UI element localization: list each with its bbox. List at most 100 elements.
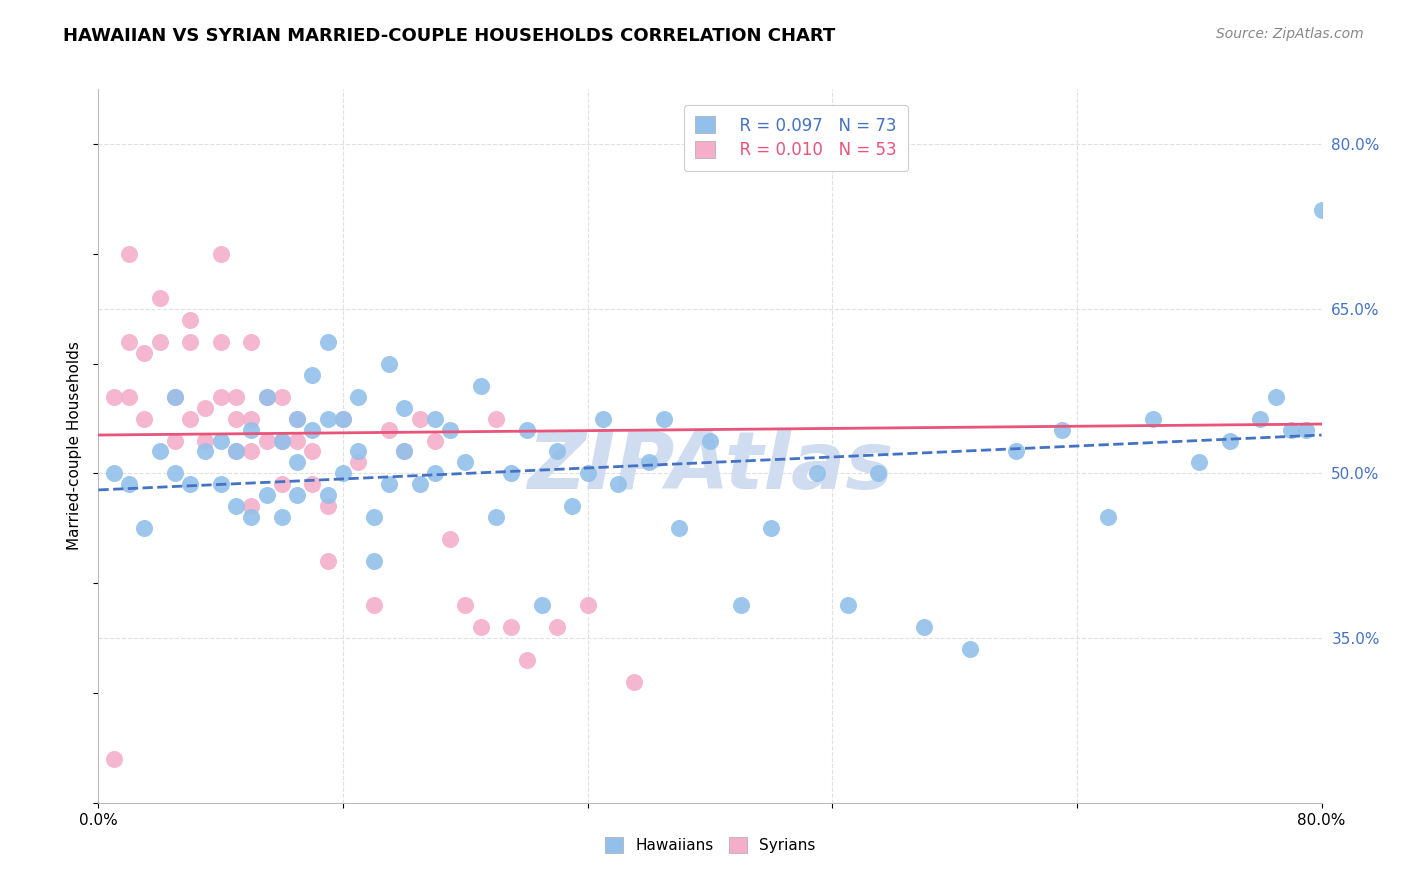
Point [1295,423,1317,437]
Point [209,334,232,349]
Point [163,390,186,404]
Point [285,434,308,448]
Point [256,488,278,502]
Point [912,620,935,634]
Point [652,411,675,425]
Point [485,510,508,524]
Point [363,598,385,612]
Point [179,411,201,425]
Point [209,390,232,404]
Point [1310,202,1333,217]
Point [163,390,186,404]
Point [194,434,217,448]
Point [392,444,416,458]
Point [179,312,201,326]
Point [516,653,538,667]
Point [134,521,156,535]
Point [378,423,401,437]
Point [470,378,492,392]
Point [408,477,430,491]
Point [759,521,782,535]
Point [225,444,247,458]
Point [607,477,630,491]
Point [1279,423,1302,437]
Point [501,620,523,634]
Text: ZIPAtlas: ZIPAtlas [527,428,893,507]
Legend: Hawaiians, Syrians: Hawaiians, Syrians [599,831,821,859]
Point [1142,411,1164,425]
Point [103,752,125,766]
Point [256,390,278,404]
Point [363,554,385,568]
Point [454,455,477,469]
Point [378,477,401,491]
Point [530,598,553,612]
Point [837,598,859,612]
Point [347,390,370,404]
Point [576,467,599,481]
Point [103,390,125,404]
Point [623,675,645,690]
Point [1188,455,1211,469]
Point [256,434,278,448]
Point [1004,444,1026,458]
Point [118,477,141,491]
Point [576,598,599,612]
Point [301,444,323,458]
Point [240,510,263,524]
Point [225,444,247,458]
Point [868,467,890,481]
Point [240,500,263,514]
Point [240,444,263,458]
Point [485,411,508,425]
Point [392,401,416,415]
Point [194,401,217,415]
Point [179,477,201,491]
Point [637,455,661,469]
Point [316,411,339,425]
Point [149,291,172,305]
Point [285,411,308,425]
Point [301,368,323,382]
Point [454,598,477,612]
Point [163,467,186,481]
Point [546,444,568,458]
Point [270,510,292,524]
Point [103,467,125,481]
Point [225,411,247,425]
Point [806,467,828,481]
Point [363,510,385,524]
Point [270,434,292,448]
Point [256,390,278,404]
Point [270,434,292,448]
Point [149,334,172,349]
Point [285,488,308,502]
Point [501,467,523,481]
Point [470,620,492,634]
Point [1097,510,1119,524]
Point [392,444,416,458]
Point [118,334,141,349]
Point [592,411,614,425]
Point [316,554,339,568]
Point [332,411,354,425]
Point [1050,423,1073,437]
Point [1249,411,1271,425]
Point [408,411,430,425]
Point [209,434,232,448]
Y-axis label: Married-couple Households: Married-couple Households [67,342,83,550]
Point [270,477,292,491]
Point [439,533,461,547]
Point [332,411,354,425]
Point [240,411,263,425]
Point [270,390,292,404]
Point [225,390,247,404]
Point [316,488,339,502]
Point [134,411,156,425]
Point [118,247,141,261]
Point [423,434,446,448]
Point [423,467,446,481]
Point [347,444,370,458]
Point [423,411,446,425]
Point [699,434,721,448]
